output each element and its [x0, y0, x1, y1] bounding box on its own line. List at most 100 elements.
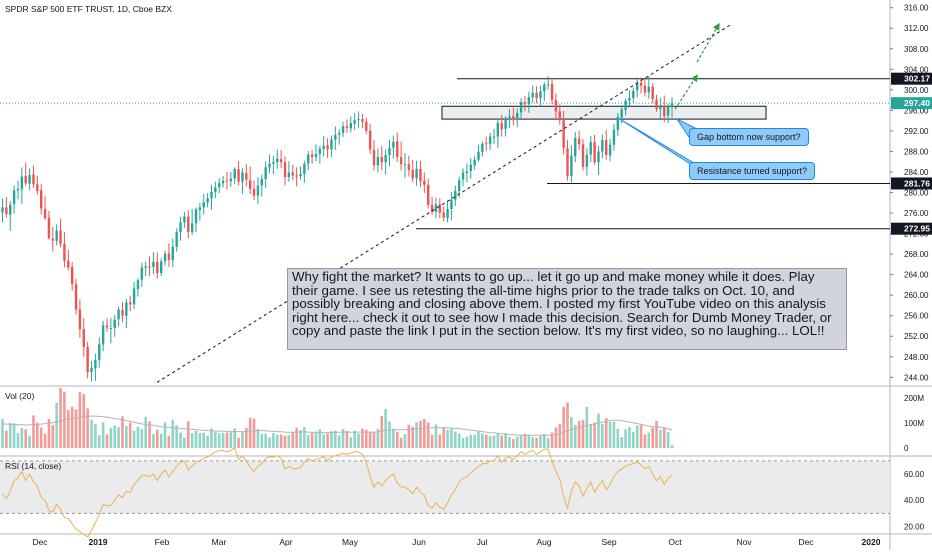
volume-bar [608, 421, 612, 448]
candle-body [562, 120, 565, 148]
volume-bar [16, 433, 20, 448]
candle-body [380, 157, 383, 163]
volume-bar [535, 437, 538, 448]
candle-body [396, 141, 399, 158]
volume-bar [624, 429, 627, 448]
chart-symbol-title: SPDR S&P 500 ETF TRUST, 1D, Cboe BZX [5, 4, 172, 14]
time-axis-label: 2019 [89, 537, 108, 547]
candle-body [438, 204, 442, 213]
candle-body [136, 280, 140, 290]
candle-body [663, 105, 666, 117]
candle-body [125, 302, 128, 316]
callout-resistance-support[interactable]: Resistance turned support? [689, 162, 816, 180]
volume-bar [94, 423, 97, 448]
time-axis-label: Sep [601, 537, 616, 547]
candle-body [140, 267, 144, 280]
callout-gap-support[interactable]: Gap bottom now support? [689, 128, 809, 146]
volume-bar [241, 431, 244, 448]
candle-body [221, 180, 225, 184]
candle-body [36, 184, 39, 191]
volume-bar [345, 430, 349, 448]
candle-body [361, 119, 364, 122]
candle-body [148, 266, 151, 268]
volume-bar [171, 419, 175, 448]
candle-body [469, 164, 472, 171]
trend-line [156, 24, 731, 383]
volume-bar [1, 418, 4, 448]
candle-body [334, 135, 337, 140]
candle-body [183, 216, 186, 223]
volume-bar [206, 435, 209, 448]
candle-body [430, 204, 434, 213]
volume-bar [612, 421, 616, 448]
candle-body [415, 168, 418, 179]
candle-body [368, 130, 372, 150]
volume-bar [272, 433, 275, 448]
volume-bar [616, 428, 620, 448]
volume-bar [419, 420, 422, 448]
volume-bar [248, 417, 252, 448]
volume-bar [175, 425, 178, 448]
candle-body [639, 82, 643, 86]
volume-bar [446, 429, 449, 448]
candle-body [357, 119, 360, 121]
candle-body [241, 172, 244, 182]
volume-bar [372, 432, 376, 448]
candle-body [28, 175, 31, 184]
volume-bar [287, 435, 291, 448]
volume-bar [639, 424, 643, 448]
volume-bar [318, 429, 322, 448]
candle-body [577, 138, 581, 145]
candle-body [101, 325, 105, 345]
volume-bar [152, 434, 155, 448]
volume-bar [20, 427, 24, 448]
volume-bar [132, 430, 136, 448]
candle-body [554, 100, 558, 112]
volume-bar [55, 402, 58, 448]
candle-body [132, 288, 136, 305]
candle-body [388, 147, 391, 156]
volume-bar [299, 430, 302, 448]
time-axis-label: Dec [798, 537, 814, 547]
price-tick-label: 276.00 [904, 209, 929, 218]
volume-bar [136, 426, 140, 448]
candle-body [175, 232, 178, 247]
candle-body [202, 202, 205, 208]
time-axis-label: Jun [412, 537, 426, 547]
volume-bar [484, 434, 488, 448]
volume-bar [558, 424, 562, 448]
annotation-note[interactable]: Why fight the market? It wants to go up.… [287, 268, 847, 350]
volume-bar [283, 435, 287, 448]
candle-body [152, 261, 155, 267]
candle-body [206, 198, 209, 203]
volume-bar [109, 428, 113, 448]
candle-body [365, 121, 368, 131]
candle-body [287, 172, 291, 178]
candle-body [353, 120, 356, 124]
candle-body [512, 116, 515, 120]
volume-bar [492, 435, 496, 448]
volume-bar [550, 432, 554, 448]
volume-bar [183, 437, 186, 448]
volume-bar [473, 434, 476, 448]
candle-body [307, 154, 310, 164]
candle-body [651, 86, 654, 100]
volume-bar [411, 426, 415, 448]
volume-bar [229, 431, 233, 448]
price-tick-label: 248.00 [904, 353, 929, 362]
candle-body [581, 144, 585, 167]
volume-bar [86, 408, 89, 448]
candle-body [43, 208, 47, 219]
volume-bar [186, 421, 190, 448]
candle-body [399, 157, 403, 165]
price-tick-label: 304.00 [904, 65, 929, 74]
volume-bar [113, 425, 117, 448]
candle-body [372, 149, 376, 166]
price-label-tag [891, 72, 932, 85]
candle-body [427, 184, 430, 205]
candle-body [620, 109, 623, 118]
price-label-tag [891, 177, 932, 190]
volume-bar [264, 433, 267, 448]
volume-bar [117, 427, 120, 448]
